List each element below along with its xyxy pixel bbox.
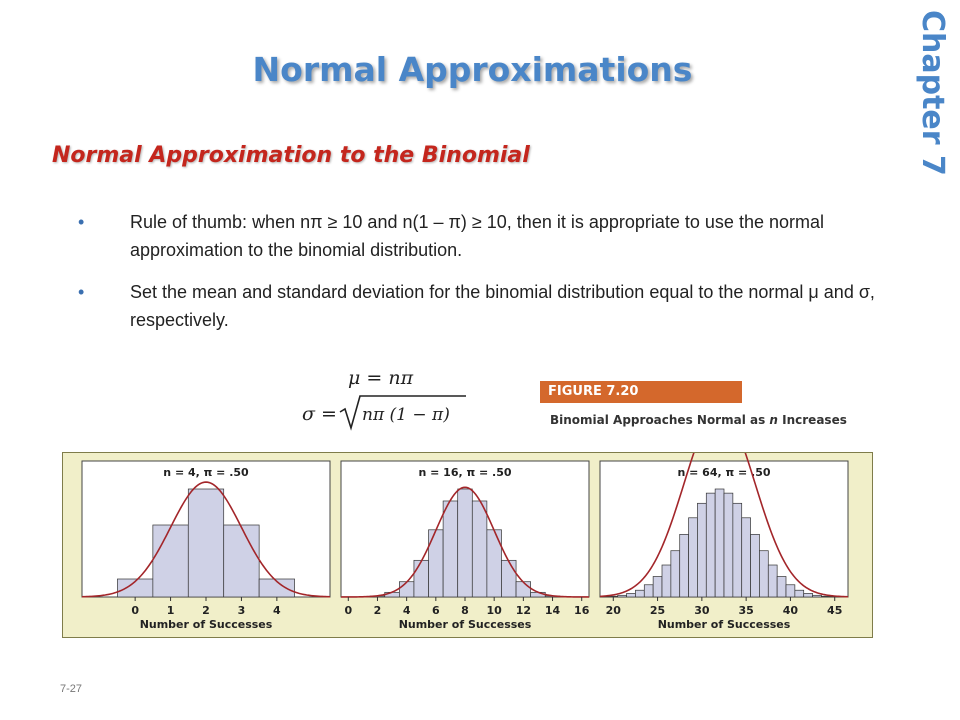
bullet-marker: • <box>78 282 85 302</box>
x-tick-label: 4 <box>273 604 281 617</box>
x-tick-label: 25 <box>650 604 665 617</box>
x-tick-label: 40 <box>783 604 799 617</box>
x-tick-label: 1 <box>167 604 175 617</box>
histogram-bar <box>794 589 805 598</box>
x-axis-label: Number of Successes <box>399 618 532 631</box>
bullet-item: • Rule of thumb: when nπ ≥ 10 and n(1 – … <box>0 208 910 264</box>
bullet-text: Rule of thumb: when nπ ≥ 10 and n(1 – π)… <box>130 212 824 260</box>
x-tick-label: 10 <box>487 604 503 617</box>
histogram-bar <box>705 492 716 598</box>
slide-title: Normal Approximations <box>252 50 693 89</box>
bullet-item: • Set the mean and standard deviation fo… <box>0 278 910 334</box>
chapter-label-text: Chapter 7 <box>915 10 950 176</box>
x-tick-label: 2 <box>202 604 210 617</box>
x-tick-label: 0 <box>344 604 352 617</box>
sd-formula-rhs: nπ (1 − π) <box>362 405 450 425</box>
x-tick-label: 4 <box>403 604 411 617</box>
chart-title: n = 64, π = .50 <box>677 466 770 479</box>
x-tick-label: 12 <box>516 604 531 617</box>
x-tick-label: 30 <box>694 604 710 617</box>
chart-title: n = 16, π = .50 <box>418 466 511 479</box>
histogram-bar <box>635 589 645 598</box>
histogram-bar <box>413 559 429 598</box>
histogram-bar <box>723 492 734 598</box>
figure-panel: n = 4, π = .50 0 1 2 3 4 Number of Successes n … <box>62 408 873 638</box>
histogram-bar <box>821 595 831 598</box>
histogram-bar <box>501 559 517 598</box>
histogram-bar <box>187 488 225 598</box>
histogram-bar <box>223 524 260 598</box>
normal-curve <box>81 481 331 598</box>
x-tick-label: 35 <box>738 604 753 617</box>
histogram-bar <box>152 524 189 598</box>
x-tick-label: 16 <box>574 604 590 617</box>
histogram-bar <box>457 488 473 598</box>
bullet-text: Set the mean and standard deviation for … <box>130 282 875 330</box>
x-axis-label: Number of Successes <box>140 618 273 631</box>
chapter-label: Chapter 7 <box>912 10 952 190</box>
histogram-bar <box>767 564 778 598</box>
histogram-bar <box>688 517 698 598</box>
histogram-bar <box>759 550 769 598</box>
histogram-bar <box>661 564 672 598</box>
histogram-bar <box>643 584 654 598</box>
histogram-bar <box>486 529 502 598</box>
formula-block: μ = nπ σ = nπ (1 − π) <box>302 367 466 431</box>
histogram-bar <box>617 594 627 598</box>
histogram-bar <box>608 595 619 598</box>
histogram-bar <box>442 500 459 598</box>
histogram-bar <box>515 581 531 598</box>
bullet-marker: • <box>78 212 85 232</box>
figure-caption: Binomial Approaches Normal as n Increase… <box>550 413 847 427</box>
x-tick-label: 20 <box>606 604 622 617</box>
figure-caption-n: n <box>769 413 778 427</box>
histogram-bar <box>428 529 444 598</box>
sqrt-sign <box>339 395 466 431</box>
bullet-list: • Rule of thumb: when nπ ≥ 10 and n(1 – … <box>0 208 960 348</box>
histogram-bar <box>741 517 751 598</box>
histogram-bar <box>750 533 760 598</box>
figure-caption-pre: Binomial Approaches Normal as <box>550 413 770 427</box>
x-tick-label: 3 <box>238 604 246 617</box>
histogram-bar <box>812 594 822 598</box>
figure-caption-post: Increases <box>777 413 847 427</box>
x-tick-label: 8 <box>461 604 469 617</box>
histogram-bar <box>732 502 743 598</box>
histogram-bar <box>803 593 813 598</box>
page-number: 7-27 <box>60 683 83 695</box>
x-axis-label: Number of Successes <box>658 618 791 631</box>
x-tick-label: 45 <box>827 604 842 617</box>
chart-title: n = 4, π = .50 <box>163 466 249 479</box>
histogram-bar <box>471 500 488 598</box>
section-heading: Normal Approximation to the Binomial <box>52 143 530 168</box>
x-tick-label: 2 <box>374 604 382 617</box>
sd-formula-lhs: σ = <box>302 403 337 425</box>
histogram-bar <box>652 576 663 598</box>
mean-formula: μ = nπ <box>348 367 414 389</box>
x-tick-label: 14 <box>545 604 561 617</box>
x-tick-label: 6 <box>432 604 440 617</box>
figure-label: FIGURE 7.20 <box>540 381 742 403</box>
histogram-bar <box>785 584 796 598</box>
histogram-bar <box>776 576 787 598</box>
histogram-bar <box>670 550 681 598</box>
histogram-bar <box>697 502 707 598</box>
x-tick-label: 0 <box>131 604 139 617</box>
normal-curve <box>340 486 590 598</box>
histogram-bar <box>626 593 636 598</box>
histogram-bar <box>714 488 725 598</box>
histogram-bar <box>679 533 689 598</box>
histogram-bar <box>399 581 415 598</box>
